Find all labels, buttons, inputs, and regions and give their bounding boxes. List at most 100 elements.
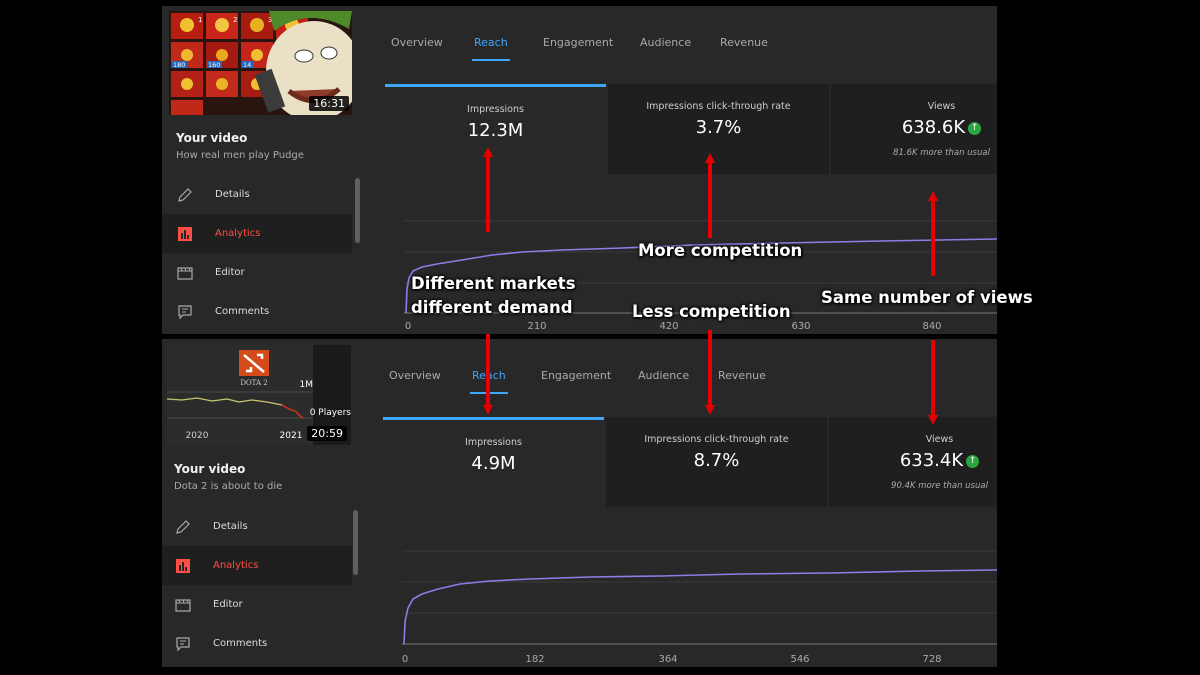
metric-value: 633.4K ↑ bbox=[829, 450, 997, 471]
metric-views[interactable]: Views 638.6K ↑ 81.6K more than usual bbox=[831, 84, 997, 174]
annotation-same-views: Same number of views bbox=[821, 288, 1033, 307]
x-tick-label: 630 bbox=[791, 321, 810, 332]
annotation-more-competition: More competition bbox=[638, 241, 803, 260]
tab-overview[interactable]: Overview bbox=[391, 36, 443, 49]
tab-engagement[interactable]: Engagement bbox=[541, 369, 612, 382]
nav-analytics-label: Analytics bbox=[215, 228, 261, 239]
metric-value: 4.9M bbox=[471, 453, 516, 474]
metric-label: Views bbox=[927, 101, 956, 112]
tab-revenue[interactable]: Revenue bbox=[718, 369, 766, 382]
your-video-label: Your video bbox=[176, 131, 248, 145]
pencil-icon bbox=[178, 187, 192, 202]
nav-analytics[interactable]: Analytics bbox=[162, 214, 352, 253]
series-line bbox=[403, 569, 997, 645]
annotation-markets: Different markets different demand bbox=[411, 272, 576, 320]
video-thumbnail[interactable]: 1 2 3 180 160 14 16:31 bbox=[169, 11, 352, 115]
thumbnail-logo-text: DOTA 2 bbox=[240, 379, 267, 387]
comment-icon bbox=[178, 304, 192, 319]
video-duration: 16:31 bbox=[309, 96, 349, 111]
metric-value-text: 638.6K bbox=[901, 117, 966, 138]
trend-up-icon: ↑ bbox=[968, 122, 982, 135]
metric-ctr[interactable]: Impressions click-through rate 8.7% bbox=[606, 417, 827, 507]
metric-value: 8.7% bbox=[693, 450, 740, 471]
svg-text:160: 160 bbox=[208, 61, 220, 69]
metric-note: 81.6K more than usual bbox=[893, 148, 990, 158]
metric-impressions[interactable]: Impressions 12.3M bbox=[385, 84, 606, 174]
bottom-analytics-panel: DOTA 2 1M 0 Players 2020 2021 20:59 Your… bbox=[162, 339, 997, 667]
thumbnail-y-top-label: 1M bbox=[300, 380, 314, 390]
sidebar-scrollbar[interactable] bbox=[353, 510, 358, 575]
tab-reach[interactable]: Reach bbox=[472, 369, 506, 382]
metric-note: 90.4K more than usual bbox=[891, 481, 988, 491]
metric-label: Impressions click-through rate bbox=[646, 101, 791, 112]
svg-text:14: 14 bbox=[243, 61, 251, 69]
metric-views[interactable]: Views 633.4K ↑ 90.4K more than usual bbox=[829, 417, 997, 507]
clapperboard-icon bbox=[177, 266, 193, 280]
analytics-icon bbox=[176, 558, 190, 573]
x-tick-label: 728 bbox=[922, 654, 941, 665]
pudge-thumbnail-art: 1 2 3 180 160 14 bbox=[169, 11, 352, 115]
tab-engagement[interactable]: Engagement bbox=[543, 36, 614, 49]
x-tick-label: 546 bbox=[790, 654, 809, 665]
dota-players-thumbnail-art: DOTA 2 1M 0 Players 2020 2021 bbox=[167, 345, 351, 445]
sidebar: DOTA 2 1M 0 Players 2020 2021 20:59 Your… bbox=[162, 339, 362, 667]
video-title: Dota 2 is about to die bbox=[174, 481, 283, 492]
impressions-chart: 0 210 420 630 840 bbox=[404, 220, 997, 332]
pencil-icon bbox=[176, 519, 190, 534]
nav-details[interactable]: Details bbox=[162, 507, 352, 546]
trend-up-icon: ↑ bbox=[966, 455, 980, 468]
metric-impressions[interactable]: Impressions 4.9M bbox=[383, 417, 604, 507]
tab-reach[interactable]: Reach bbox=[474, 36, 508, 49]
metric-label: Impressions click-through rate bbox=[644, 434, 789, 445]
tab-audience[interactable]: Audience bbox=[638, 369, 690, 382]
tab-overview[interactable]: Overview bbox=[389, 369, 441, 382]
tab-bar: Overview Reach Engagement Audience Reven… bbox=[360, 339, 997, 394]
your-video-label: Your video bbox=[174, 462, 246, 476]
metric-value-text: 633.4K bbox=[899, 450, 964, 471]
thumbnail-y-bottom-label: 0 Players bbox=[310, 408, 351, 418]
clapperboard-icon bbox=[175, 598, 191, 612]
sidebar-scrollbar[interactable] bbox=[355, 178, 360, 243]
svg-text:2: 2 bbox=[233, 16, 237, 24]
video-duration: 20:59 bbox=[307, 426, 347, 441]
nav-comments[interactable]: Comments bbox=[162, 292, 352, 331]
nav-comments-label: Comments bbox=[213, 638, 268, 649]
nav-editor[interactable]: Editor bbox=[162, 253, 352, 292]
video-thumbnail[interactable]: DOTA 2 1M 0 Players 2020 2021 20:59 bbox=[167, 345, 351, 445]
thumbnail-x-label: 2021 bbox=[280, 431, 303, 441]
nav-analytics-label: Analytics bbox=[213, 560, 259, 571]
svg-text:180: 180 bbox=[173, 61, 185, 69]
thumbnail-x-label: 2020 bbox=[186, 431, 209, 441]
active-tab-indicator bbox=[470, 392, 508, 394]
nav-analytics[interactable]: Analytics bbox=[162, 546, 352, 585]
impressions-chart: 0 182 364 546 728 bbox=[402, 550, 997, 665]
nav-comments-label: Comments bbox=[215, 306, 270, 317]
annotation-markets-line1: Different markets bbox=[411, 274, 576, 293]
nav-comments[interactable]: Comments bbox=[162, 624, 352, 663]
tab-audience[interactable]: Audience bbox=[640, 36, 692, 49]
tab-revenue[interactable]: Revenue bbox=[720, 36, 768, 49]
metric-value: 638.6K ↑ bbox=[831, 117, 997, 138]
comment-icon bbox=[176, 636, 190, 651]
nav-editor[interactable]: Editor bbox=[162, 585, 352, 624]
analytics-main: Overview Reach Engagement Audience Reven… bbox=[362, 6, 997, 334]
active-tab-indicator bbox=[472, 59, 510, 61]
video-title: How real men play Pudge bbox=[176, 150, 304, 161]
analytics-icon bbox=[178, 226, 192, 241]
series-line bbox=[405, 238, 997, 314]
x-tick-label: 0 bbox=[402, 654, 408, 665]
sidebar: 1 2 3 180 160 14 16:31 Your video How re… bbox=[162, 6, 362, 334]
nav-editor-label: Editor bbox=[215, 267, 245, 278]
analytics-main: Overview Reach Engagement Audience Reven… bbox=[360, 339, 997, 667]
x-tick-label: 364 bbox=[658, 654, 677, 665]
svg-text:3: 3 bbox=[268, 16, 272, 24]
metric-label: Views bbox=[925, 434, 954, 445]
metric-ctr[interactable]: Impressions click-through rate 3.7% bbox=[608, 84, 829, 174]
metric-label: Impressions bbox=[465, 437, 522, 448]
nav-details[interactable]: Details bbox=[162, 175, 352, 214]
top-analytics-panel: 1 2 3 180 160 14 16:31 Your video How re… bbox=[162, 6, 997, 334]
x-tick-label: 210 bbox=[527, 321, 546, 332]
x-tick-label: 182 bbox=[525, 654, 544, 665]
annotation-less-competition: Less competition bbox=[632, 302, 791, 321]
annotation-markets-line2: different demand bbox=[411, 298, 573, 317]
